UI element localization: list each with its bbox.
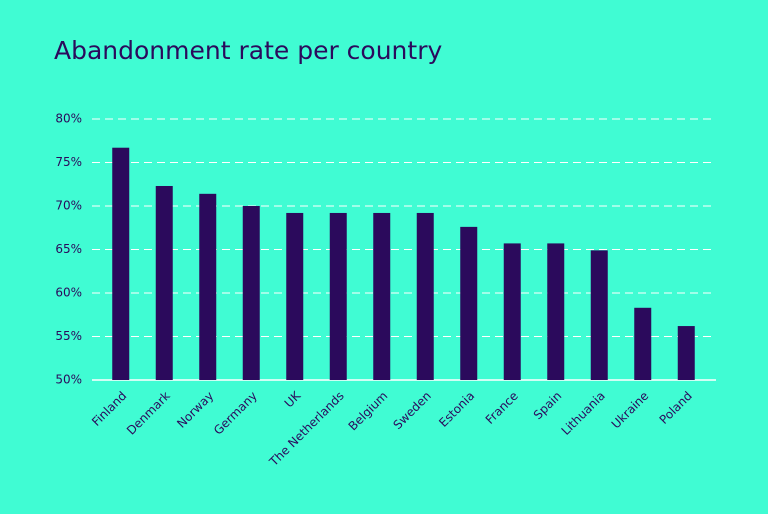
bar: [634, 307, 652, 380]
bar: [547, 243, 565, 380]
bar: [329, 212, 347, 380]
bar: [373, 212, 391, 380]
bar: [416, 212, 434, 380]
bar: [112, 147, 130, 380]
y-tick-label: 60%: [55, 286, 82, 300]
bar: [503, 243, 521, 380]
bar: [286, 212, 304, 380]
bar: [155, 185, 173, 380]
bar: [199, 193, 217, 380]
bar: [677, 326, 695, 380]
y-tick-label: 70%: [55, 199, 82, 213]
y-tick-label: 50%: [55, 373, 82, 387]
y-tick-label: 80%: [55, 112, 82, 126]
bar: [242, 206, 260, 380]
bar: [590, 250, 608, 380]
bar: [460, 226, 478, 380]
y-tick-label: 75%: [55, 155, 82, 169]
y-tick-label: 55%: [55, 329, 82, 343]
chart-title: Abandonment rate per country: [54, 36, 442, 65]
y-tick-label: 65%: [55, 242, 82, 256]
